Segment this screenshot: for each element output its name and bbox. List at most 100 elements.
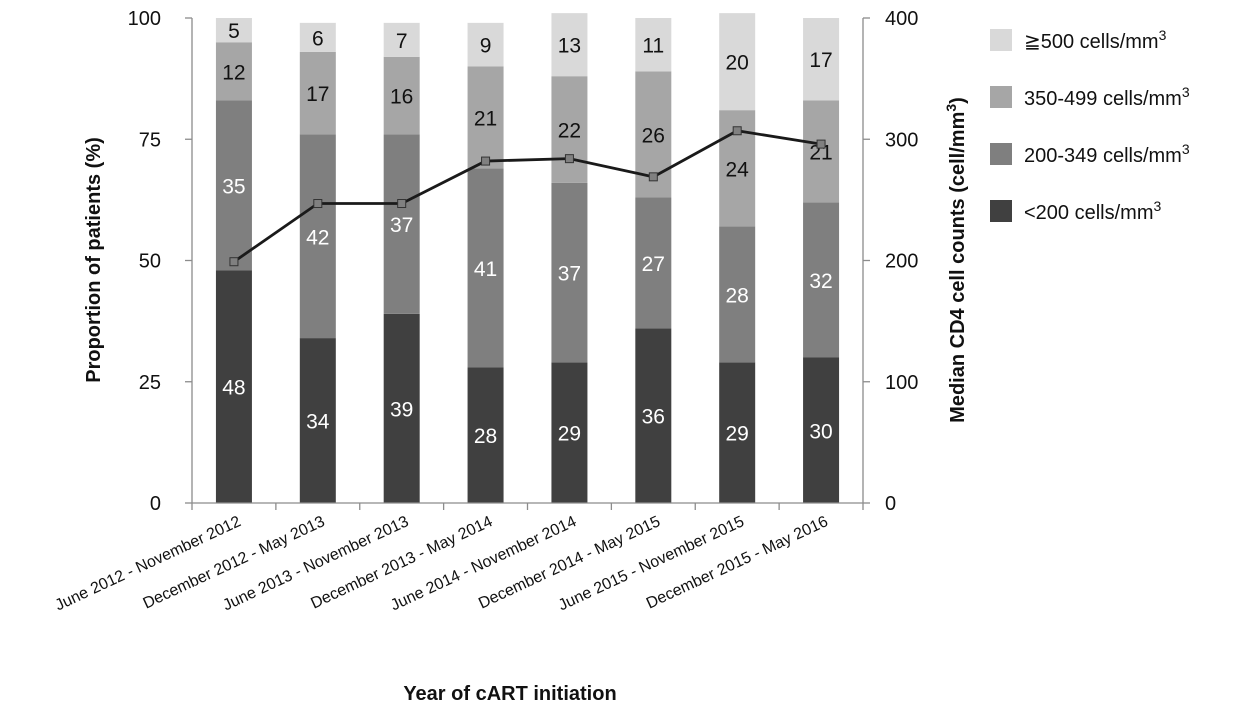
data-label: 30 xyxy=(809,420,832,443)
line-marker xyxy=(648,172,658,182)
y-tick-label: 25 xyxy=(139,372,161,394)
y2-axis-title-superscript: 3 xyxy=(943,104,959,112)
y-tick-label: 100 xyxy=(128,8,161,30)
line-marker xyxy=(397,199,407,209)
median-line xyxy=(233,129,822,263)
y2-axis-title-main: Median CD4 cell counts (cell/mm xyxy=(947,112,969,423)
bar-segment xyxy=(215,18,252,43)
data-label: 37 xyxy=(558,263,581,286)
data-label: 21 xyxy=(809,141,832,164)
data-label: 12 xyxy=(222,61,245,84)
data-label: 28 xyxy=(474,425,497,448)
bar-segment xyxy=(551,362,588,503)
bar-segment xyxy=(215,270,252,503)
data-label: 32 xyxy=(809,270,832,293)
legend-swatch xyxy=(990,200,1012,222)
y2-axis-title: Median CD4 cell counts (cell/mm3) xyxy=(943,97,969,423)
bar-segment xyxy=(383,22,420,57)
y2-tick-label: 0 xyxy=(885,493,896,515)
data-label: 27 xyxy=(642,253,665,276)
legend-label-superscript: 3 xyxy=(1182,141,1190,157)
legend-label-main: 200-349 cells/mm xyxy=(1024,145,1182,167)
legend-label-superscript: 3 xyxy=(1182,84,1190,100)
legend-label: <200 cells/mm3 xyxy=(1024,198,1162,224)
bar-segment xyxy=(635,328,672,503)
bar-segment xyxy=(551,13,588,77)
bar-segment xyxy=(215,100,252,271)
data-label: 28 xyxy=(726,284,749,307)
data-label: 7 xyxy=(396,30,408,53)
data-label: 48 xyxy=(222,377,245,400)
legend-label-main: 350-499 cells/mm xyxy=(1024,88,1182,110)
data-label: 26 xyxy=(642,124,665,147)
legend-swatch xyxy=(990,86,1012,108)
line-marker xyxy=(481,156,491,166)
data-label: 36 xyxy=(642,406,665,429)
line-marker xyxy=(816,139,826,149)
bar-segment xyxy=(299,22,336,52)
bar-segment xyxy=(299,51,336,135)
data-label: 9 xyxy=(480,35,492,58)
data-label: 13 xyxy=(558,35,581,58)
data-label: 37 xyxy=(390,214,413,237)
line-marker xyxy=(564,154,574,164)
bar-segment xyxy=(635,18,672,72)
legend-label: ≧500 cells/mm3 xyxy=(1024,27,1167,53)
data-label: 42 xyxy=(306,226,329,249)
bar-segment xyxy=(383,134,420,314)
legend-swatch xyxy=(990,29,1012,51)
data-label: 17 xyxy=(809,49,832,72)
bar-segment xyxy=(803,18,840,101)
bar-segment xyxy=(551,182,588,363)
legend-swatch xyxy=(990,143,1012,165)
bar-segment xyxy=(635,197,672,329)
y2-tick-label: 300 xyxy=(885,129,918,151)
data-label: 41 xyxy=(474,258,497,281)
legend-label-main: <200 cells/mm xyxy=(1024,202,1154,224)
data-label: 29 xyxy=(558,423,581,446)
line-marker xyxy=(229,257,239,267)
line-marker xyxy=(313,199,323,209)
bar-segment xyxy=(467,168,504,368)
data-label: 24 xyxy=(726,158,750,181)
data-label: 22 xyxy=(558,120,581,143)
median-line-layer xyxy=(229,126,826,267)
data-label: 29 xyxy=(726,423,749,446)
data-label: 16 xyxy=(390,86,413,109)
bar-segment xyxy=(551,76,588,183)
legend-label-main: ≧500 cells/mm xyxy=(1024,31,1159,53)
bar-segment xyxy=(467,367,504,503)
bar-segment xyxy=(803,202,840,358)
data-label: 5 xyxy=(228,20,240,43)
data-label: 20 xyxy=(726,52,749,75)
line-marker xyxy=(732,126,742,136)
y2-tick-label: 400 xyxy=(885,8,918,30)
data-label: 34 xyxy=(306,411,330,434)
y-tick-label: 0 xyxy=(150,493,161,515)
bar-segment xyxy=(299,134,336,339)
bar-segment xyxy=(467,66,504,169)
y2-tick-label: 200 xyxy=(885,251,918,273)
x-axis-title: Year of cART initiation xyxy=(403,683,616,705)
legend-label: 200-349 cells/mm3 xyxy=(1024,141,1190,167)
data-label: 11 xyxy=(642,35,664,58)
y2-axis-title-end: ) xyxy=(947,97,969,104)
bar-segment xyxy=(383,313,420,503)
data-label: 39 xyxy=(390,398,413,421)
bar-segment xyxy=(719,13,756,111)
y2-tick-label: 100 xyxy=(885,372,918,394)
legend-label: 350-499 cells/mm3 xyxy=(1024,84,1190,110)
bar-segment xyxy=(803,100,840,203)
legend-label-superscript: 3 xyxy=(1154,198,1162,214)
legend-label-superscript: 3 xyxy=(1159,27,1167,43)
data-label: 17 xyxy=(306,83,329,106)
bar-segment xyxy=(467,22,504,67)
bar-segment xyxy=(803,357,840,503)
data-labels-layer: 48 35 12 5 34 42 17 6 39 37 16 7 28 41 21 9 29 37 22 13 36 27… xyxy=(222,20,832,448)
y-tick-label: 75 xyxy=(139,129,161,151)
bar-segment xyxy=(383,56,420,135)
bars-layer xyxy=(215,13,840,503)
